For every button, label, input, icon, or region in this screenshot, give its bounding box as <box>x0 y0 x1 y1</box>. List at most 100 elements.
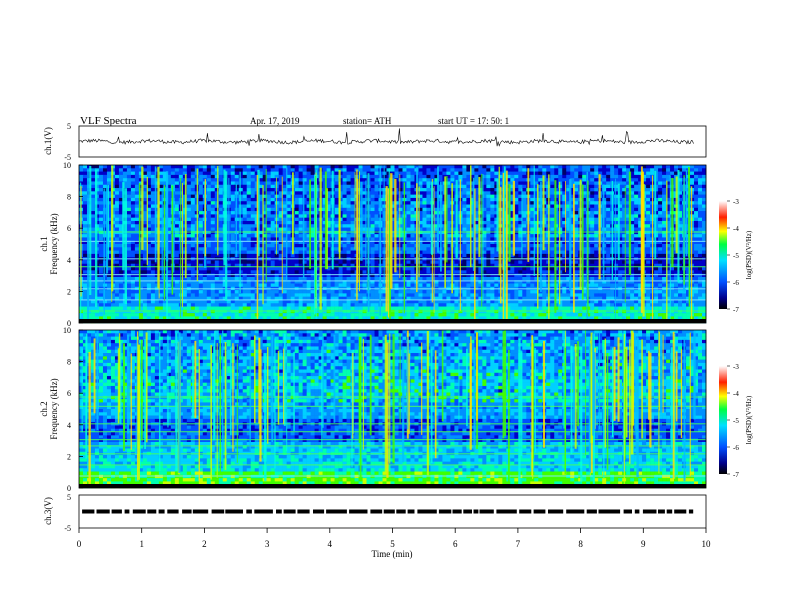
spectrogram-cell <box>574 191 579 195</box>
spectrogram-cell <box>134 214 140 218</box>
spectrogram-cell <box>622 168 627 172</box>
spectrogram-cell <box>654 211 659 215</box>
spectrogram-cell <box>274 250 279 255</box>
spectrogram-cell <box>298 237 303 242</box>
spectrogram-cell <box>374 194 379 199</box>
spectrogram-cell <box>526 267 531 271</box>
spectrogram-cell <box>258 174 263 179</box>
spectrogram-cell <box>298 181 303 186</box>
spectrogram-cell <box>274 191 279 195</box>
spectrogram-cell <box>322 224 327 228</box>
spectrogram-cell <box>406 247 411 251</box>
spectrogram-cell <box>158 224 164 228</box>
spectrogram-cell <box>230 165 236 169</box>
spectrogram-cell <box>638 220 643 225</box>
spectrogram-cell <box>282 244 287 248</box>
spectrogram-cell <box>534 165 539 169</box>
spectrogram-cell <box>574 263 579 268</box>
spectrogram-cell <box>338 197 343 202</box>
spectrogram-cell <box>614 191 619 195</box>
spectrogram-cell <box>550 211 555 215</box>
spectrogram-cell <box>470 188 475 192</box>
spectrogram-cell <box>302 253 307 258</box>
spectrogram-cell <box>418 224 423 228</box>
spectrogram-cell <box>118 234 124 238</box>
spectrogram-cell <box>638 201 643 205</box>
spectrogram-cell <box>618 204 623 209</box>
spectrogram-cell <box>494 197 499 202</box>
spectrogram-cell <box>126 267 132 271</box>
spectrogram-cell <box>430 165 435 169</box>
spectrogram-cell <box>614 227 619 232</box>
spectrogram-cell <box>338 263 343 268</box>
spectrogram-cell <box>546 165 551 169</box>
spectrogram-cell <box>594 184 599 189</box>
spectrogram-cell <box>558 253 563 258</box>
spectrogram-cell <box>666 220 671 225</box>
spectrogram-cell <box>278 165 283 169</box>
spectrogram-cell <box>426 181 431 186</box>
spectrogram-cell <box>90 207 96 212</box>
spectrogram-cell <box>394 165 399 169</box>
spectrogram-cell <box>658 181 663 186</box>
spectrogram-cell <box>514 194 519 199</box>
spectrogram-cell <box>190 181 196 186</box>
spectrogram-cell <box>154 244 160 248</box>
spectrogram-cell <box>358 263 363 268</box>
spectrogram-cell <box>666 181 671 186</box>
spectrogram-cell <box>374 201 379 205</box>
spectrogram-cell <box>270 201 275 205</box>
spectrogram-cell <box>342 214 347 218</box>
spectrogram-cell <box>474 234 479 238</box>
spectrogram-cell <box>422 217 427 222</box>
spectrogram-cell <box>266 263 271 268</box>
spectrogram-cell <box>114 197 120 202</box>
spectrogram-cell <box>698 178 703 182</box>
spectrogram-cell <box>238 237 244 242</box>
spectrogram-cell <box>622 165 627 169</box>
spectrogram-cell <box>478 171 483 176</box>
spectrogram-cell <box>90 234 96 238</box>
spectrogram-cell <box>514 174 519 179</box>
spectrogram-cell <box>582 197 587 202</box>
spectrogram-cell <box>98 230 104 235</box>
spectrogram-cell <box>306 168 311 172</box>
spectrogram-cell <box>538 178 543 182</box>
spectrogram-cell <box>446 234 451 238</box>
spectrogram-cell <box>646 214 651 218</box>
spectrogram-cell <box>518 227 523 232</box>
spectrogram-cell <box>654 204 659 209</box>
spectrogram-cell <box>530 197 535 202</box>
spectrogram-cell <box>574 165 579 169</box>
spectrogram-cell <box>90 217 96 222</box>
spectrogram-cell <box>394 237 399 242</box>
spectrogram-cell <box>342 207 347 212</box>
spectrogram-cell <box>658 217 663 222</box>
spectrogram-cell <box>230 204 236 209</box>
spectrogram-cell <box>606 211 611 215</box>
spectrogram-cell <box>82 197 88 202</box>
spectrogram-cell <box>362 267 367 271</box>
spectrogram-cell <box>482 171 487 176</box>
spectrogram-cell <box>230 174 236 179</box>
spectrogram-cell <box>174 211 180 215</box>
spectrogram-cell <box>86 247 92 251</box>
spectrogram-cell <box>286 194 291 199</box>
spectrogram-cell <box>118 260 124 265</box>
spectrogram-cell <box>494 260 499 265</box>
spectrogram-cell <box>594 168 599 172</box>
spectrogram-cell <box>374 174 379 179</box>
spectrogram-cell <box>134 191 140 195</box>
spectrogram-cell <box>398 197 403 202</box>
spectrogram-cell <box>678 191 683 195</box>
spectrogram-cell <box>250 250 256 255</box>
spectrogram-cell <box>410 263 415 268</box>
spectrogram-cell <box>310 244 315 248</box>
spectrogram-cell <box>694 260 699 265</box>
spectrogram-cell <box>522 234 527 238</box>
spectrogram-cell <box>114 174 120 179</box>
spectrogram-cell <box>490 201 495 205</box>
spectrogram-cell <box>698 234 703 238</box>
spectrogram-cell <box>426 227 431 232</box>
spectrogram-cell <box>590 207 595 212</box>
